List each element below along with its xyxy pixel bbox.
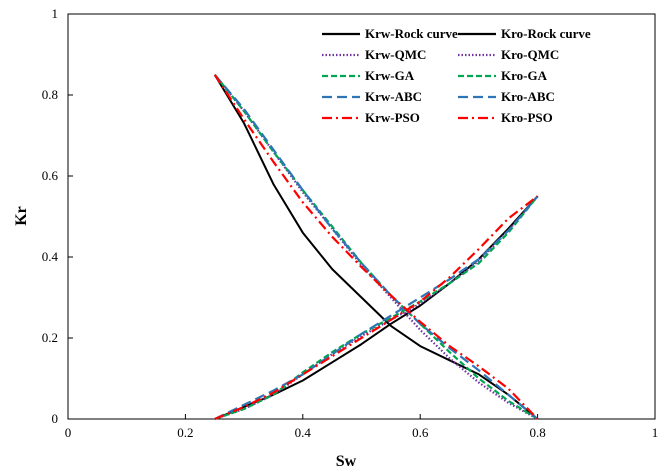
y-tick-label: 0.6 xyxy=(42,168,59,183)
x-tick-label: 0.8 xyxy=(529,425,545,440)
legend-label: Kro-ABC xyxy=(501,89,555,104)
y-axis-title: Kr xyxy=(13,206,30,226)
series-line-krw-ga xyxy=(214,195,539,421)
legend-label: Krw-GA xyxy=(365,68,415,83)
plot-area-frame xyxy=(67,13,656,420)
x-axis-ticks: 0 0.2 0.4 0.6 0.8 1 xyxy=(65,414,659,440)
x-tick-label: 0 xyxy=(65,425,72,440)
x-tick-label: 1 xyxy=(652,425,659,440)
legend-label: Kro-QMC xyxy=(501,47,559,62)
y-tick-label: 0 xyxy=(52,411,59,426)
legend-label: Krw-ABC xyxy=(365,89,422,104)
x-tick-label: 0.2 xyxy=(177,425,193,440)
legend-label: Krw-Rock curve xyxy=(365,26,458,41)
legend-label: Kro-PSO xyxy=(501,110,553,125)
legend-label: Kro-Rock curve xyxy=(501,26,591,41)
legend-label: Kro-GA xyxy=(501,68,548,83)
series-layer xyxy=(213,74,539,421)
series-line-kro-rock-curve xyxy=(213,74,539,420)
series-line-kro-ga xyxy=(213,74,539,420)
y-tick-label: 0.8 xyxy=(42,87,58,102)
y-axis-ticks: 0 0.2 0.4 0.6 0.8 1 xyxy=(42,6,73,426)
y-tick-label: 0.4 xyxy=(42,249,59,264)
y-tick-label: 0.2 xyxy=(42,330,58,345)
legend-label: Krw-PSO xyxy=(365,110,420,125)
series-line-kro-abc xyxy=(213,74,539,420)
legend: Krw-Rock curve Kro-Rock curve Krw-QMC Kro-Q… xyxy=(322,26,591,125)
legend-label: Krw-QMC xyxy=(365,47,426,62)
x-tick-label: 0.4 xyxy=(295,425,312,440)
series-line-kro-qmc xyxy=(213,74,539,420)
x-axis-title: Sw xyxy=(336,453,357,470)
series-line-krw-pso xyxy=(214,195,539,421)
x-tick-label: 0.6 xyxy=(412,425,429,440)
series-line-krw-abc xyxy=(214,195,539,420)
y-tick-label: 1 xyxy=(52,6,59,21)
series-line-kro-pso xyxy=(213,74,539,420)
